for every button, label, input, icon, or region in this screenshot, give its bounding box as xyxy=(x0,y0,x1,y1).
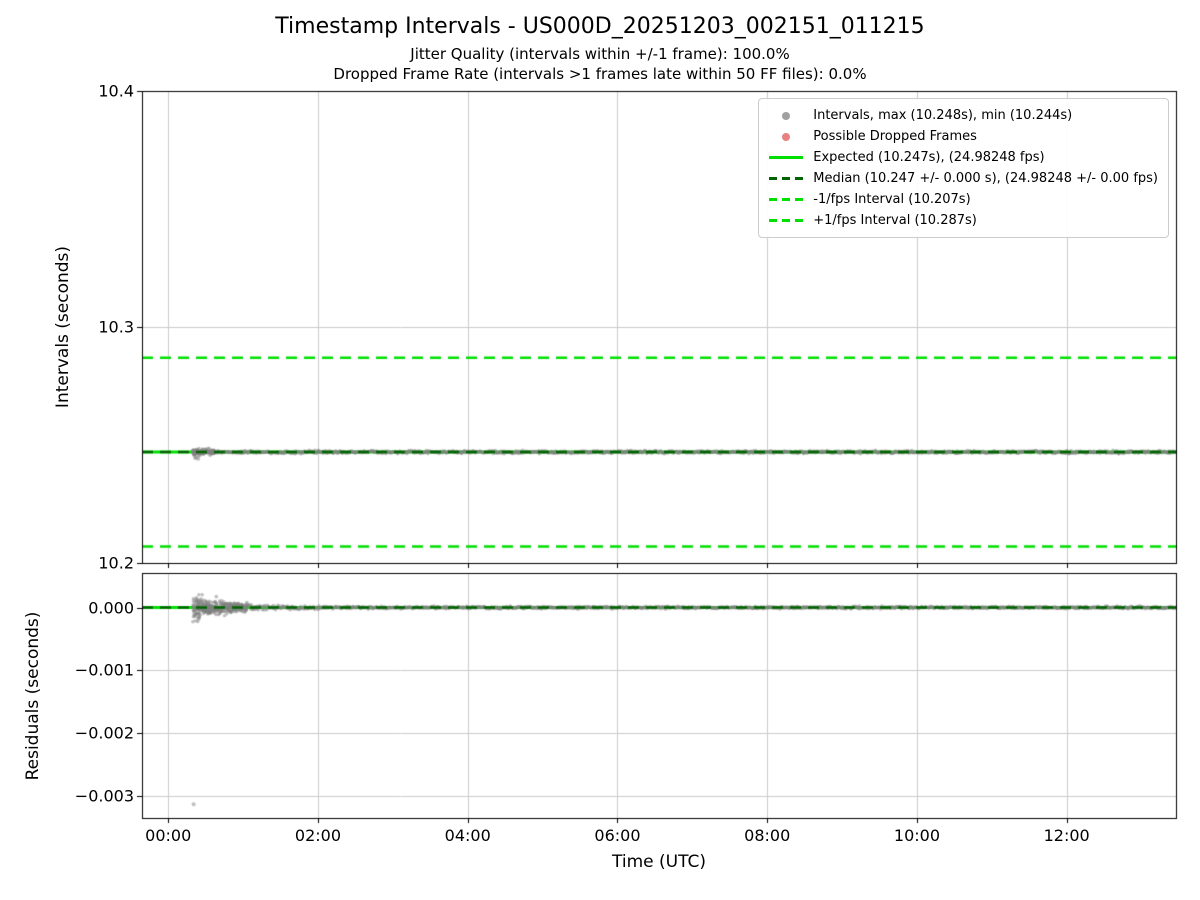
legend-label: Median (10.247 +/- 0.000 s), (24.98248 +… xyxy=(813,171,1158,186)
legend-marker-dashed-line xyxy=(769,215,804,227)
y-axis-label-intervals: Intervals (seconds) xyxy=(53,245,73,409)
legend-label: Possible Dropped Frames xyxy=(813,129,977,144)
legend-label: +1/fps Interval (10.287s) xyxy=(813,213,977,228)
legend: Intervals, max (10.248s), min (10.244s) P… xyxy=(758,98,1169,238)
y-axis-label-residuals: Residuals (seconds) xyxy=(23,611,43,781)
legend-marker-dot xyxy=(769,131,803,143)
x-axis-label: Time (UTC) xyxy=(612,852,706,872)
subtitle-dropped-frame-rate: Dropped Frame Rate (intervals >1 frames … xyxy=(333,65,867,83)
legend-marker-solid-line xyxy=(769,152,804,164)
legend-item: Median (10.247 +/- 0.000 s), (24.98248 +… xyxy=(769,170,1158,187)
chart-title: Timestamp Intervals - US000D_20251203_00… xyxy=(275,14,925,39)
subtitle-jitter-quality: Jitter Quality (intervals within +/-1 fr… xyxy=(410,45,790,63)
legend-label: Intervals, max (10.248s), min (10.244s) xyxy=(813,108,1073,123)
legend-marker-dashed-line xyxy=(769,173,804,185)
legend-item: +1/fps Interval (10.287s) xyxy=(769,212,1158,229)
legend-marker-dashed-line xyxy=(769,194,804,206)
legend-item: Expected (10.247s), (24.98248 fps) xyxy=(769,149,1158,166)
legend-item: Intervals, max (10.248s), min (10.244s) xyxy=(769,107,1158,124)
legend-marker-dot xyxy=(769,110,803,122)
legend-label: Expected (10.247s), (24.98248 fps) xyxy=(813,150,1045,165)
legend-label: -1/fps Interval (10.207s) xyxy=(813,192,971,207)
legend-item: Possible Dropped Frames xyxy=(769,128,1158,145)
legend-item: -1/fps Interval (10.207s) xyxy=(769,191,1158,208)
